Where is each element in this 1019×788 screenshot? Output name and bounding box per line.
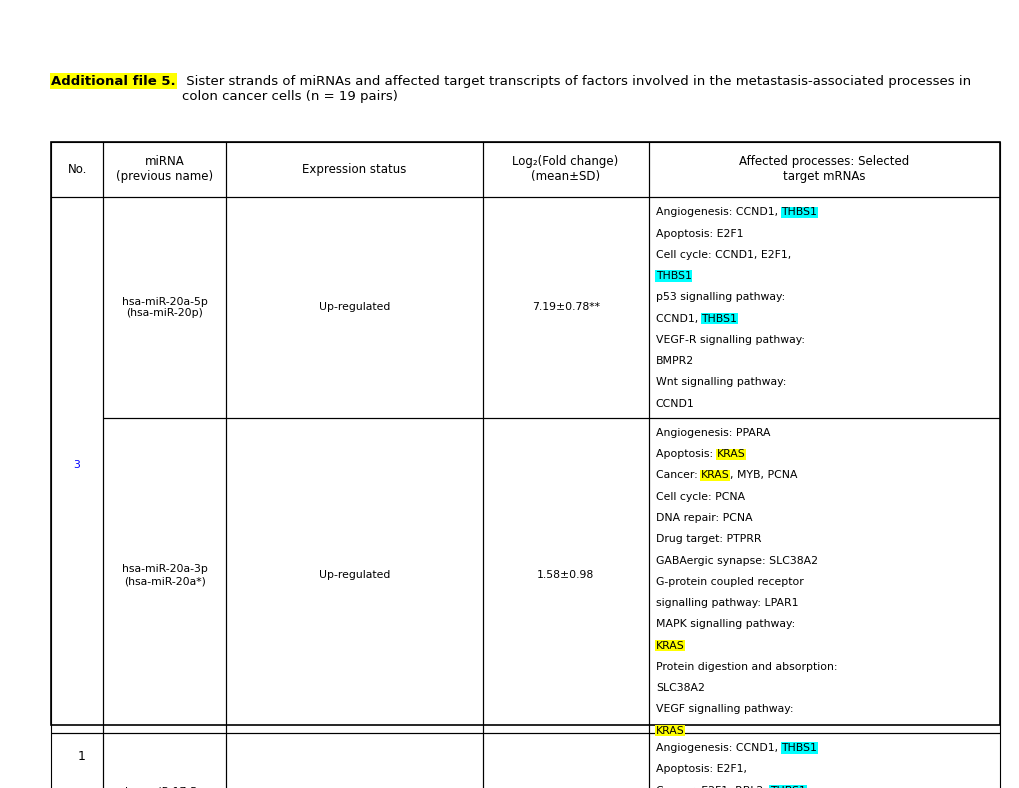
Text: miRNA
(previous name): miRNA (previous name) xyxy=(116,155,213,184)
Text: Cancer: E2F1, RBL2,: Cancer: E2F1, RBL2, xyxy=(655,786,769,788)
Text: Cell cycle: CCND1, E2F1,: Cell cycle: CCND1, E2F1, xyxy=(655,250,790,260)
Text: VEGF signalling pathway:: VEGF signalling pathway: xyxy=(655,704,793,715)
Text: Cell cycle: PCNA: Cell cycle: PCNA xyxy=(655,492,744,502)
Text: THBS1: THBS1 xyxy=(769,786,805,788)
Text: hsa-miR-17-5p
(hsa-miR-17): hsa-miR-17-5p (hsa-miR-17) xyxy=(125,787,204,788)
Text: Additional file 5.: Additional file 5. xyxy=(51,75,175,87)
Text: BMPR2: BMPR2 xyxy=(655,356,693,366)
Text: Apoptosis:: Apoptosis: xyxy=(655,449,715,459)
Text: Up-regulated: Up-regulated xyxy=(319,571,390,580)
Text: Angiogenesis: CCND1,: Angiogenesis: CCND1, xyxy=(655,743,781,753)
Text: KRAS: KRAS xyxy=(700,470,729,481)
Text: Log₂(Fold change)
(mean±SD): Log₂(Fold change) (mean±SD) xyxy=(512,155,619,184)
Text: Expression status: Expression status xyxy=(302,163,407,176)
Text: Sister strands of miRNAs and affected target transcripts of factors involved in : Sister strands of miRNAs and affected ta… xyxy=(181,75,970,103)
Text: p53 signalling pathway:: p53 signalling pathway: xyxy=(655,292,785,303)
Text: GABAergic synapse: SLC38A2: GABAergic synapse: SLC38A2 xyxy=(655,556,817,566)
Text: 1.58±0.98: 1.58±0.98 xyxy=(536,571,594,580)
Text: Cancer:: Cancer: xyxy=(655,470,700,481)
Text: , MYB, PCNA: , MYB, PCNA xyxy=(729,470,797,481)
Text: 7.19±0.78**: 7.19±0.78** xyxy=(531,303,599,312)
Text: 3: 3 xyxy=(73,460,81,470)
Text: THBS1: THBS1 xyxy=(655,271,691,281)
Text: CCND1: CCND1 xyxy=(655,399,694,409)
Text: 1: 1 xyxy=(77,750,86,763)
Text: KRAS: KRAS xyxy=(655,641,684,651)
Text: hsa-miR-20a-3p
(hsa-miR-20a*): hsa-miR-20a-3p (hsa-miR-20a*) xyxy=(122,564,208,586)
Text: KRAS: KRAS xyxy=(655,726,684,736)
Text: Angiogenesis: PPARA: Angiogenesis: PPARA xyxy=(655,428,769,438)
Text: THBS1: THBS1 xyxy=(781,207,816,217)
Text: THBS1: THBS1 xyxy=(701,314,737,324)
Text: VEGF-R signalling pathway:: VEGF-R signalling pathway: xyxy=(655,335,804,345)
Text: Up-regulated: Up-regulated xyxy=(319,303,390,312)
Text: No.: No. xyxy=(67,163,87,176)
Text: Drug target: PTPRR: Drug target: PTPRR xyxy=(655,534,760,545)
Text: Angiogenesis: CCND1,: Angiogenesis: CCND1, xyxy=(655,207,781,217)
Text: signalling pathway: LPAR1: signalling pathway: LPAR1 xyxy=(655,598,798,608)
Text: hsa-miR-20a-5p
(hsa-miR-20p): hsa-miR-20a-5p (hsa-miR-20p) xyxy=(122,296,208,318)
Text: DNA repair: PCNA: DNA repair: PCNA xyxy=(655,513,752,523)
Text: Apoptosis: E2F1,: Apoptosis: E2F1, xyxy=(655,764,746,775)
Text: MAPK signalling pathway:: MAPK signalling pathway: xyxy=(655,619,794,630)
Text: CCND1,: CCND1, xyxy=(655,314,701,324)
Text: Apoptosis: E2F1: Apoptosis: E2F1 xyxy=(655,229,743,239)
Text: SLC38A2: SLC38A2 xyxy=(655,683,704,693)
Text: Protein digestion and absorption:: Protein digestion and absorption: xyxy=(655,662,837,672)
Text: THBS1: THBS1 xyxy=(781,743,816,753)
Text: KRAS: KRAS xyxy=(715,449,745,459)
Text: Wnt signalling pathway:: Wnt signalling pathway: xyxy=(655,377,786,388)
Text: Affected processes: Selected
target mRNAs: Affected processes: Selected target mRNA… xyxy=(738,155,908,184)
Text: G-protein coupled receptor: G-protein coupled receptor xyxy=(655,577,803,587)
